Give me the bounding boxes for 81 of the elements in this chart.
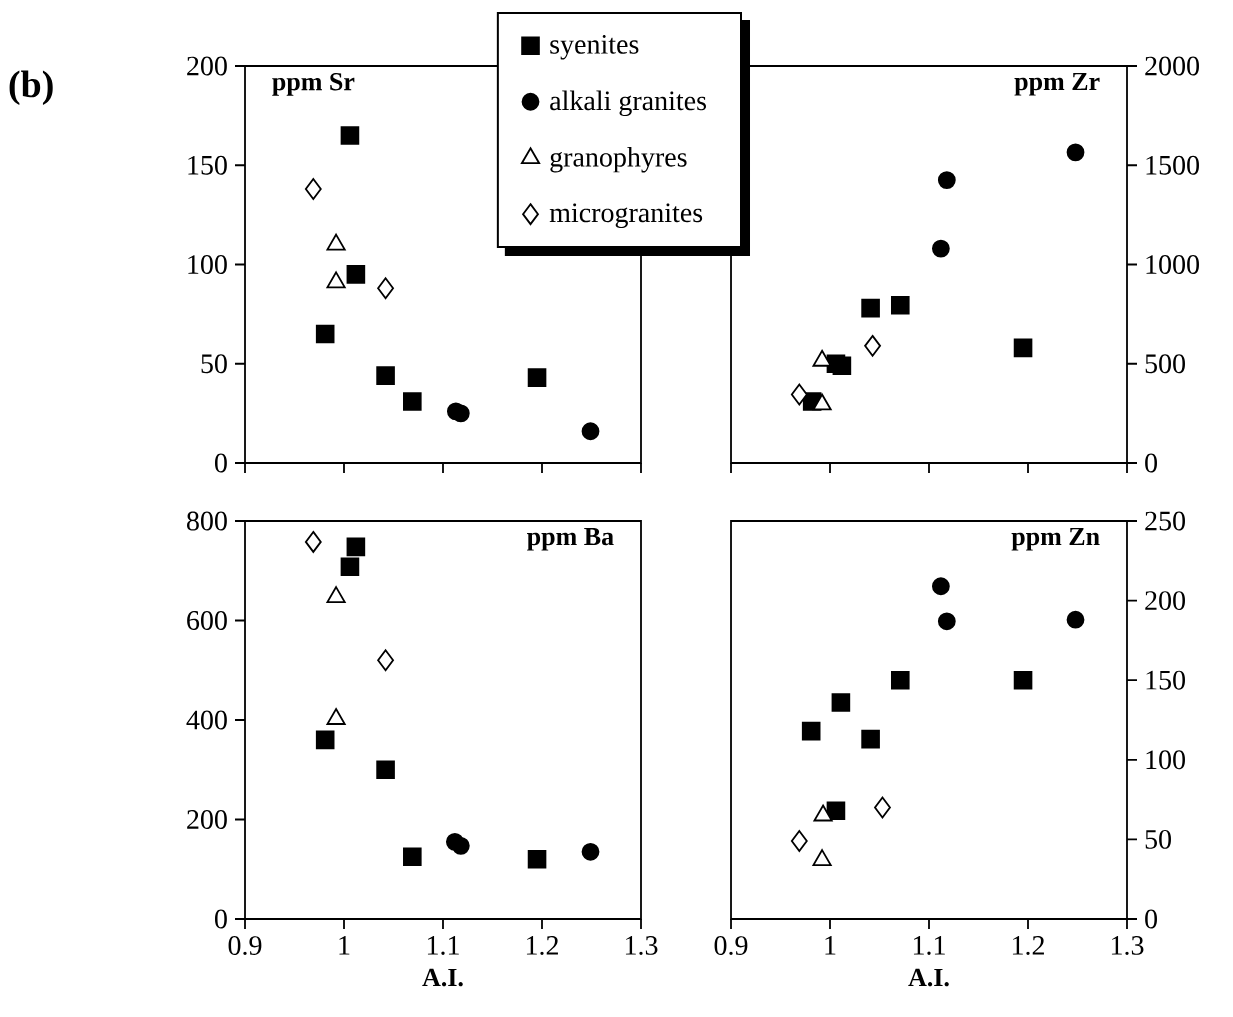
- x-tick-label: 1.3: [1111, 936, 1144, 955]
- point: [581, 422, 600, 441]
- y-tick-label: 600: [187, 611, 227, 630]
- x-tick-label: 1.2: [1012, 936, 1044, 955]
- y-tick-label: 0: [215, 909, 227, 929]
- point: [874, 796, 891, 819]
- point: [1013, 338, 1033, 358]
- point: [861, 729, 880, 749]
- y-tick-label: 150: [188, 155, 227, 175]
- point: [1066, 610, 1085, 629]
- x-axis-title: A.I.: [422, 968, 463, 987]
- point: [304, 178, 322, 200]
- point: [864, 334, 881, 357]
- x-tick-label: 0.9: [228, 936, 262, 956]
- y-tick-label: 0: [1145, 453, 1157, 473]
- point: [826, 801, 846, 821]
- x-tick-label: 0.9: [714, 936, 748, 956]
- y-tick-label: 100: [188, 255, 227, 274]
- y-tick-label: 1000: [1146, 255, 1199, 274]
- y-tick-label: 250: [1145, 511, 1185, 531]
- y-tick-label: 150: [1146, 670, 1185, 690]
- chart-title: ppm Ba: [527, 527, 614, 551]
- point: [861, 298, 880, 318]
- x-tick-label: 1.3: [625, 936, 658, 955]
- point: [346, 537, 366, 557]
- y-tick-label: 50: [201, 354, 227, 374]
- y-tick-label: 200: [187, 56, 227, 76]
- point: [1066, 143, 1085, 162]
- point: [891, 670, 910, 690]
- point: [340, 557, 360, 577]
- point: [377, 649, 394, 672]
- y-tick-label: 200: [187, 810, 227, 829]
- point: [937, 171, 956, 190]
- text: (b): [9, 70, 53, 106]
- chart-title: ppm Zr: [1014, 72, 1100, 96]
- point: [376, 366, 395, 385]
- legend-label: alkali granites: [550, 90, 706, 117]
- point: [832, 356, 852, 376]
- point: [931, 577, 950, 596]
- point: [315, 324, 335, 344]
- x-tick-label: 1: [825, 936, 836, 955]
- x-tick-label: 1.2: [526, 936, 558, 955]
- point: [931, 239, 950, 258]
- x-tick-label: 1.1: [427, 936, 459, 955]
- legend-label: granophyres: [550, 146, 687, 173]
- point: [790, 830, 808, 852]
- point: [451, 836, 470, 855]
- point: [403, 392, 422, 411]
- y-tick-label: 800: [187, 511, 227, 531]
- y-tick-label: 100: [1146, 750, 1185, 770]
- legend-label: syenites: [550, 35, 639, 60]
- y-tick-label: 0: [1145, 909, 1157, 929]
- point: [377, 277, 394, 300]
- point: [1013, 670, 1033, 690]
- point: [527, 849, 547, 869]
- point: [346, 265, 366, 284]
- y-tick-label: 200: [1145, 591, 1185, 611]
- point: [790, 383, 808, 406]
- y-tick-label: 1500: [1146, 155, 1199, 175]
- y-tick-label: 2000: [1145, 56, 1199, 76]
- y-tick-label: 50: [1145, 829, 1171, 849]
- y-tick-label: 500: [1145, 354, 1185, 374]
- point: [801, 721, 821, 741]
- point: [831, 693, 851, 712]
- legend-label: microgranites: [549, 203, 703, 228]
- chart-title: ppm Sr: [272, 72, 355, 96]
- point: [527, 368, 547, 387]
- point: [937, 612, 956, 631]
- y-tick-label: 0: [215, 453, 227, 473]
- point: [581, 842, 600, 861]
- x-axis-title: A.I.: [908, 968, 949, 987]
- point: [376, 760, 395, 780]
- y-tick-label: 400: [186, 710, 227, 730]
- point: [891, 295, 910, 315]
- x-tick-label: 1.1: [913, 936, 945, 955]
- point: [403, 847, 422, 867]
- x-tick-label: 1: [339, 936, 350, 955]
- chart-title: ppm Zn: [1011, 527, 1100, 551]
- point: [315, 730, 335, 750]
- point: [304, 530, 322, 553]
- point: [340, 126, 360, 145]
